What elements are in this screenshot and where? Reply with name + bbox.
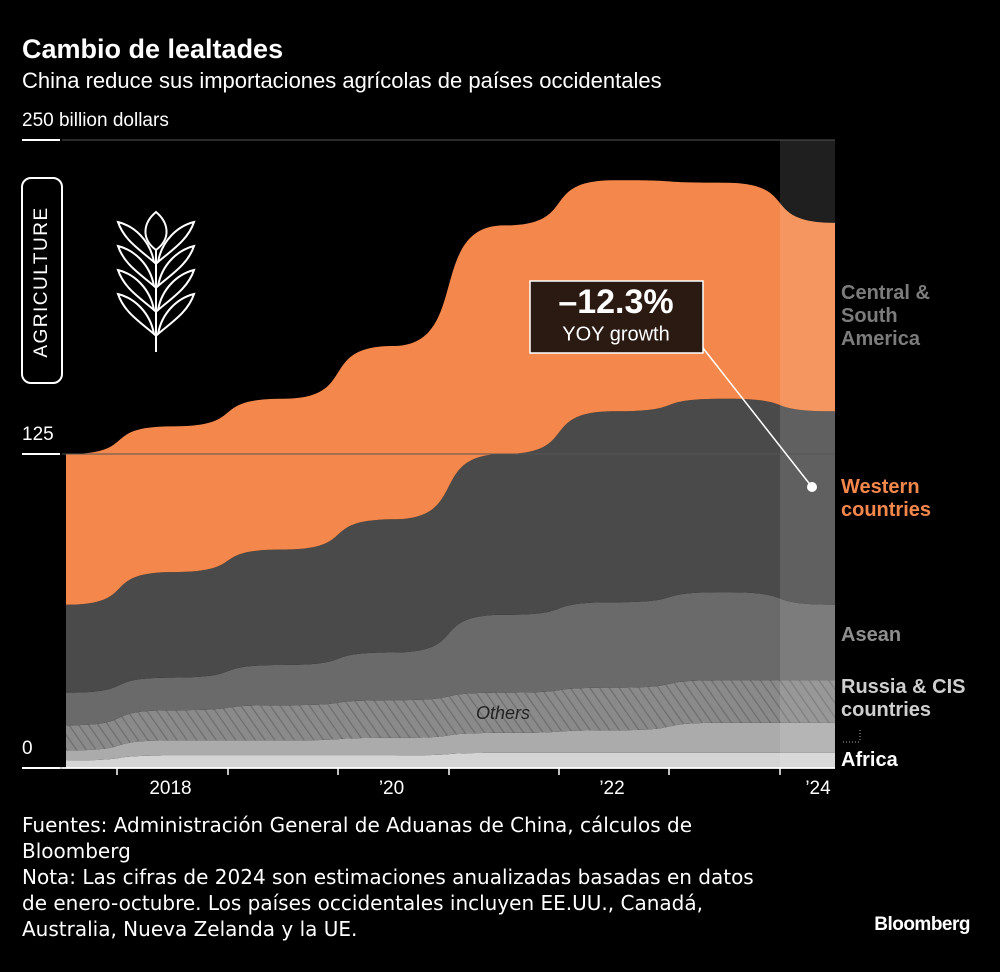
y-tick-label: 250 billion dollars xyxy=(22,110,169,131)
callout-line xyxy=(702,347,813,488)
badge-text: AGRICULTURE xyxy=(31,206,52,357)
brand: Bloomberg xyxy=(874,914,970,935)
area xyxy=(66,680,835,751)
series-label: Russia & CIS countries xyxy=(841,676,966,721)
series-label: Asean xyxy=(841,624,902,646)
area xyxy=(66,752,835,768)
title: Cambio de lealtades xyxy=(22,34,284,64)
note: Nota: Las cifras de 2024 son estimacione… xyxy=(22,865,754,941)
x-tick-label: ’24 xyxy=(805,778,831,799)
callout-box xyxy=(529,280,704,354)
series-label: Central & South America xyxy=(841,282,930,350)
y-tick-label: 0 xyxy=(22,738,33,759)
x-tick-label: ’22 xyxy=(599,778,624,799)
axes: 0 125 250 billion dollars 2018 ’20 ’22 ’24 Othe… xyxy=(22,110,835,799)
callout-text: YOY growth xyxy=(562,323,669,345)
area xyxy=(66,398,835,693)
wheat-icon xyxy=(116,210,196,352)
series-label: Africa xyxy=(841,749,898,771)
areas xyxy=(66,180,835,768)
area xyxy=(66,722,835,761)
callout-dot xyxy=(807,482,817,492)
series-label: Western countries xyxy=(841,476,932,521)
x-tick-label: 2018 xyxy=(149,778,191,799)
source: Fuentes: Administración General de Aduan… xyxy=(22,813,693,863)
x-tick-label: ’20 xyxy=(379,778,404,799)
badge-frame xyxy=(21,177,63,384)
series-label: Others xyxy=(476,703,530,723)
callout-value: –12.3% xyxy=(558,283,673,321)
y-tick-label: 125 xyxy=(22,424,54,445)
area xyxy=(66,592,835,726)
subtitle: China reduce sus importaciones agrícolas… xyxy=(22,68,662,93)
